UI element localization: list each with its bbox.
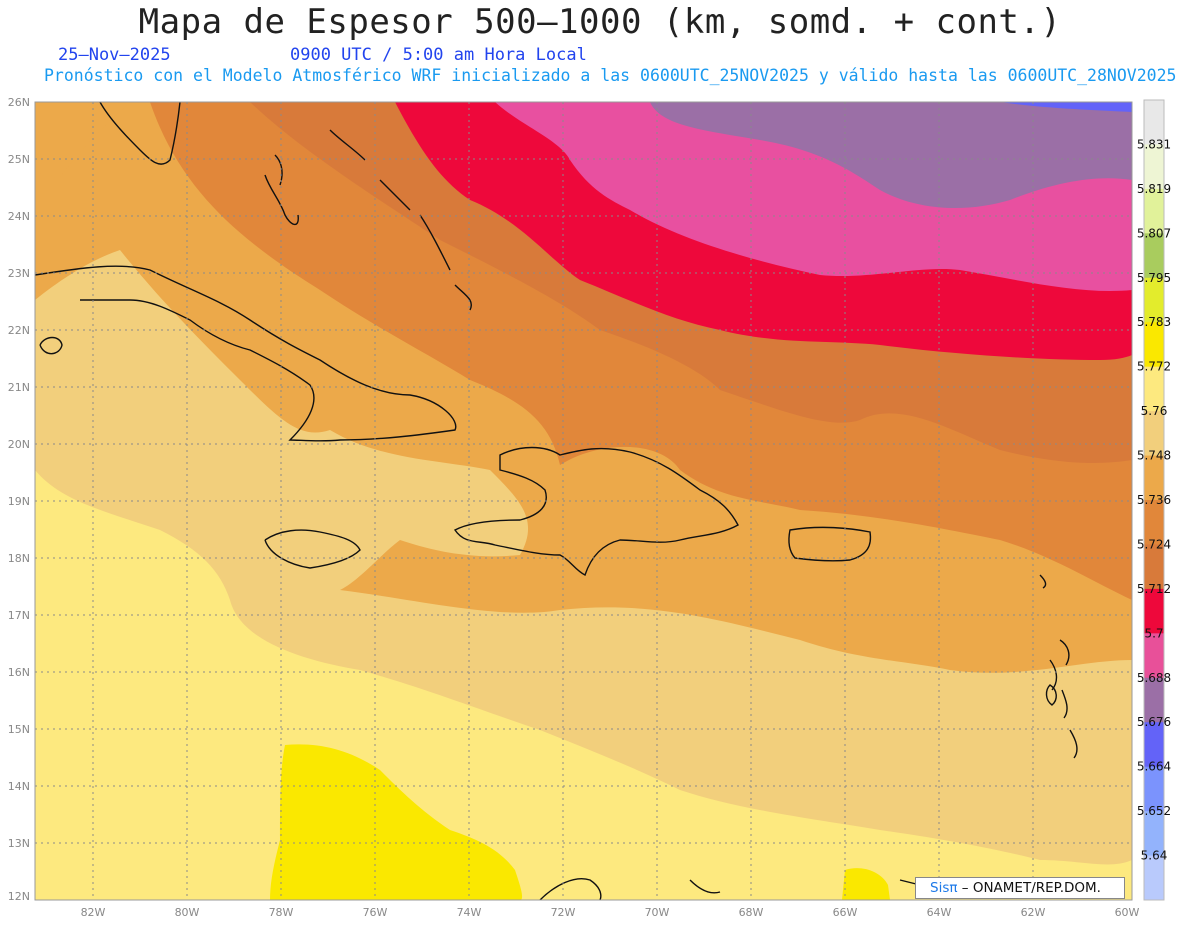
lon-label: 70W xyxy=(645,906,670,919)
colorbar-label: 5.664 xyxy=(1137,760,1171,774)
colorbar-swatch xyxy=(1144,722,1164,768)
band-5664 xyxy=(1000,102,1132,112)
lon-label: 60W xyxy=(1115,906,1140,919)
sispi-logo: Sisπ xyxy=(930,880,958,896)
colorbar-label: 5.712 xyxy=(1137,582,1171,596)
lat-label: 21N xyxy=(8,381,30,394)
lat-label: 16N xyxy=(8,666,30,679)
colorbar-label: 5.736 xyxy=(1137,493,1171,507)
colorbar-label: 5.819 xyxy=(1137,182,1171,196)
forecast-time: 0900 UTC / 5:00 am Hora Local xyxy=(290,45,587,65)
lon-axis: 82W 80W 78W 76W 74W 72W 70W 68W 66W 64W … xyxy=(81,906,1140,919)
map-title: Mapa de Espesor 500–1000 (km, somd. + co… xyxy=(138,2,1062,42)
map-frame xyxy=(34,101,1133,901)
colorbar-frame xyxy=(1143,99,1165,901)
colorbar-swatch xyxy=(1144,188,1164,234)
lon-label: 62W xyxy=(1021,906,1046,919)
colorbar-label: 5.807 xyxy=(1137,226,1171,240)
colorbar-label: 5.724 xyxy=(1137,537,1171,551)
lon-label: 80W xyxy=(175,906,200,919)
colorbar-swatch xyxy=(1144,322,1164,368)
lon-label: 76W xyxy=(363,906,388,919)
colorbar-swatch xyxy=(1144,233,1164,279)
forecast-note: Pronóstico con el Modelo Atmosférico WRF… xyxy=(44,66,1177,85)
colorbar-swatch xyxy=(1144,455,1164,501)
lon-label: 64W xyxy=(927,906,952,919)
shaded-field xyxy=(35,102,1132,900)
colorbar-label: 5.772 xyxy=(1137,360,1171,374)
colorbar-swatch xyxy=(1144,766,1164,812)
lat-label: 15N xyxy=(8,723,30,736)
band-5772-east xyxy=(842,868,890,900)
colorbar-swatch xyxy=(1144,411,1164,457)
band-5772 xyxy=(270,744,523,900)
lat-label: 12N xyxy=(8,890,30,903)
colorbar-label: 5.64 xyxy=(1141,849,1168,863)
lat-label: 20N xyxy=(8,438,30,451)
lon-label: 82W xyxy=(81,906,106,919)
colorbar-swatch xyxy=(1144,811,1164,857)
lat-label: 25N xyxy=(8,153,30,166)
credit-box: Sisπ – ONAMET/REP.DOM. xyxy=(915,877,1125,899)
colorbar-label: 5.831 xyxy=(1137,137,1171,151)
lat-label: 14N xyxy=(8,780,30,793)
colorbar-swatch xyxy=(1144,366,1164,412)
colorbar-label: 5.652 xyxy=(1137,804,1171,818)
lat-axis: 26N 25N 24N 23N 22N 21N 20N 19N 18N 17N … xyxy=(8,96,30,903)
band-5676 xyxy=(650,102,1132,209)
colorbar-swatch xyxy=(1144,633,1164,679)
lon-label: 66W xyxy=(833,906,858,919)
colorbar-swatch xyxy=(1144,277,1164,323)
colorbar-label: 5.7 xyxy=(1144,626,1163,640)
colorbar-swatch xyxy=(1144,100,1164,145)
colorbar: 5.831 5.819 5.807 5.795 5.783 5.772 5.76 5.748 5… xyxy=(1137,99,1171,901)
graticule xyxy=(35,102,1132,900)
lat-label: 26N xyxy=(8,96,30,109)
colorbar-swatch xyxy=(1144,855,1164,901)
forecast-date: 25–Nov–2025 xyxy=(58,45,171,65)
colorbar-label: 5.676 xyxy=(1137,715,1171,729)
lat-label: 13N xyxy=(8,837,30,850)
colorbar-swatch xyxy=(1144,500,1164,545)
lon-label: 72W xyxy=(551,906,576,919)
lat-label: 19N xyxy=(8,495,30,508)
colorbar-swatch xyxy=(1144,677,1164,723)
colorbar-swatch xyxy=(1144,144,1164,190)
lat-label: 23N xyxy=(8,267,30,280)
credit-org: – ONAMET/REP.DOM. xyxy=(961,880,1101,896)
lat-label: 18N xyxy=(8,552,30,565)
colorbar-swatch xyxy=(1144,588,1164,634)
lat-label: 24N xyxy=(8,210,30,223)
lon-label: 74W xyxy=(457,906,482,919)
colorbar-label: 5.748 xyxy=(1137,449,1171,463)
colorbar-swatch xyxy=(1144,544,1164,590)
colorbar-label: 5.688 xyxy=(1137,671,1171,685)
lat-label: 17N xyxy=(8,609,30,622)
lon-label: 68W xyxy=(739,906,764,919)
lat-label: 22N xyxy=(8,324,30,337)
colorbar-label: 5.76 xyxy=(1141,404,1168,418)
colorbar-label: 5.783 xyxy=(1137,315,1171,329)
colorbar-label: 5.795 xyxy=(1137,271,1171,285)
lon-label: 78W xyxy=(269,906,294,919)
